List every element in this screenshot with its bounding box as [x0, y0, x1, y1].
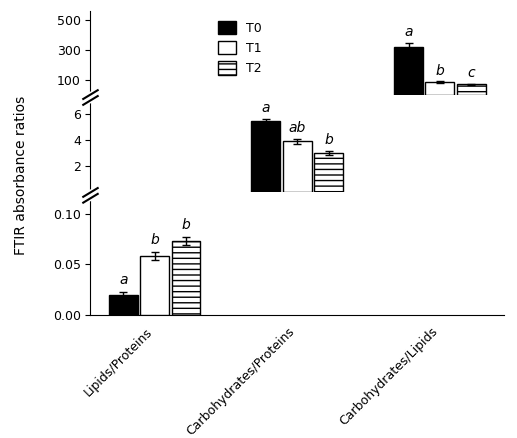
- Text: a: a: [404, 25, 413, 39]
- Bar: [394, 47, 423, 95]
- Text: b: b: [150, 233, 159, 247]
- Text: b: b: [181, 218, 190, 232]
- Bar: [251, 121, 280, 192]
- Text: ab: ab: [288, 121, 306, 135]
- Bar: [425, 82, 454, 95]
- Bar: [283, 141, 312, 192]
- Bar: [172, 241, 201, 315]
- Text: c: c: [467, 66, 475, 80]
- Text: a: a: [119, 273, 128, 287]
- Legend: T0, T1, T2: T0, T1, T2: [212, 15, 267, 80]
- Text: a: a: [262, 101, 270, 115]
- Bar: [457, 85, 485, 95]
- Bar: [109, 295, 138, 315]
- Text: FTIR absorbance ratios: FTIR absorbance ratios: [13, 95, 28, 255]
- Bar: [140, 256, 169, 315]
- Text: b: b: [435, 64, 444, 78]
- Bar: [314, 153, 343, 192]
- Text: b: b: [324, 133, 333, 147]
